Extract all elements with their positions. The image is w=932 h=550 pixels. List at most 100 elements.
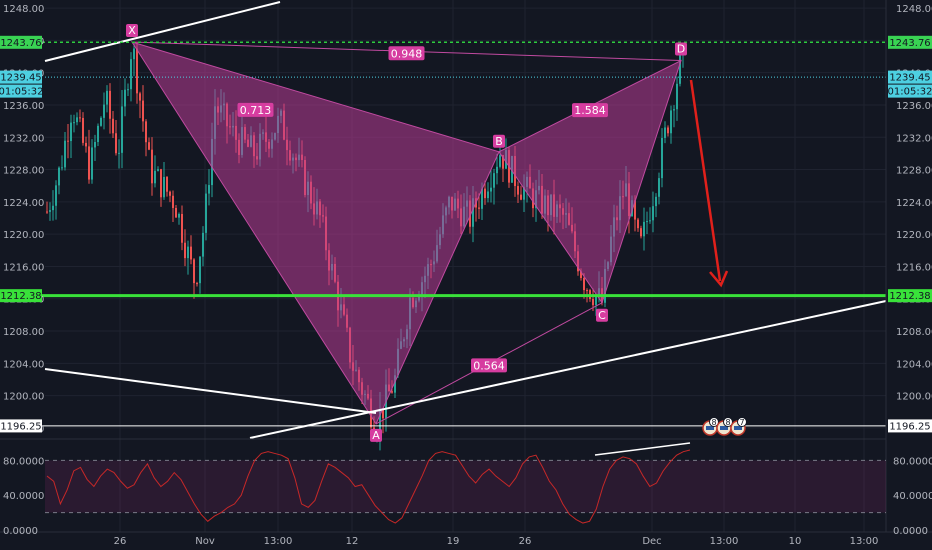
candle-body (592, 298, 594, 306)
event-flag-stripe (720, 426, 728, 430)
price-tick-left: 1204.00 (3, 359, 44, 370)
oscillator-tick-right: 0.0000 (893, 526, 928, 537)
candle-body (139, 93, 141, 101)
trendline-lower-left (44, 368, 377, 414)
candle-body (652, 206, 654, 221)
price-tick-right: 1208.00 (896, 327, 932, 338)
price-tick-right: 1216.00 (896, 262, 932, 273)
time-tick: 26 (114, 536, 127, 547)
ratio-bd: 1.584 (574, 104, 606, 117)
candle-body (58, 167, 60, 186)
support-tag-left: 1212.38 (0, 289, 42, 303)
time-tick: 13:00 (710, 536, 739, 547)
support-tag-right: 1212.38 (888, 289, 932, 303)
candle-body (82, 117, 84, 143)
ratio-xd: 0.948 (391, 47, 423, 60)
event-count: 8 (711, 418, 716, 427)
pattern-point-a: A (372, 429, 380, 442)
candle-body (382, 409, 384, 419)
candle-body (484, 188, 486, 199)
oscillator-tick-left: 80.0000 (3, 456, 44, 467)
resistance-tag-left-text: 1243.76 (0, 38, 41, 49)
candle-body (661, 137, 663, 179)
candle-body (481, 188, 483, 209)
candle-body (187, 246, 189, 259)
candle-body (94, 142, 96, 148)
candle-body (208, 185, 210, 194)
projection-arrow (689, 79, 729, 288)
price-tick-right: 1248.00 (896, 4, 932, 15)
price-tick-left: 1224.00 (3, 198, 44, 209)
candle-body (193, 259, 195, 284)
candle-body (643, 221, 645, 237)
oscillator-panel (45, 442, 886, 524)
trendline-rising (249, 300, 887, 439)
candle-body (160, 169, 162, 198)
candle-body (655, 196, 657, 207)
oscillator-trendline (594, 442, 691, 456)
oscillator-tick-right: 80.0000 (893, 456, 932, 467)
candle-body (472, 198, 474, 227)
resistance-tag-right-text: 1243.76 (889, 38, 930, 49)
current-tag-left-text: 1239.45 (0, 73, 41, 84)
time-tick: 10 (789, 536, 802, 547)
candle-body (109, 90, 111, 119)
candle-body (100, 117, 102, 126)
time-tick: Dec (642, 536, 661, 547)
countdown-tag-right-text: 01:05:32 (888, 87, 932, 98)
price-tick-left: 1248.00 (3, 4, 44, 15)
event-count-badge (737, 417, 747, 427)
candle-body (136, 48, 138, 94)
time-axis: 26 Nov 13:00 12 19 26 Dec 13:00 10 13:00 (114, 536, 879, 547)
candle-body (64, 140, 66, 168)
candle-body (202, 232, 204, 257)
countdown-tag-left-text: 01:05:32 (0, 87, 43, 98)
pattern-point-c: C (598, 309, 606, 322)
price-tick-right: 1204.00 (896, 359, 932, 370)
candle-body (205, 193, 207, 233)
candle-body (121, 106, 123, 153)
pattern-point-c-box (596, 308, 608, 322)
candle-body (487, 191, 489, 199)
current-tag-left: 1239.45 01:05:32 (0, 70, 43, 98)
price-tick-right: 1220.00 (896, 230, 932, 241)
price-tick-right: 1228.00 (896, 166, 932, 177)
ratio-xb: 0.713 (240, 104, 272, 117)
candle-body (124, 89, 126, 107)
candle-body (52, 205, 54, 211)
pattern-point-d: D (677, 43, 685, 56)
candle-body (391, 391, 393, 393)
price-tick-right: 1200.00 (896, 392, 932, 403)
support-tag-right-text: 1212.38 (889, 291, 930, 302)
low-tag-left: 1196.25 (0, 419, 42, 433)
candle-body (166, 176, 168, 192)
candle-body (151, 149, 153, 184)
time-tick: 12 (346, 536, 359, 547)
candle-body (70, 122, 72, 142)
candle-body (115, 133, 117, 154)
resistance-tag-right: 1243.76 (888, 35, 932, 49)
candle-body (73, 122, 75, 124)
candle-body (172, 195, 174, 208)
candle-body (148, 142, 150, 150)
candle-body (190, 246, 192, 260)
candle-body (634, 200, 636, 220)
price-tick-left: 1236.00 (3, 101, 44, 112)
candle-body (199, 256, 201, 284)
candle-body (169, 191, 171, 196)
oscillator-line (46, 449, 691, 524)
candle-body (76, 117, 78, 123)
candle-body (580, 271, 582, 278)
candle-body (127, 89, 129, 91)
oscillator-axis: 80.0000 80.0000 40.0000 40.0000 0.0000 0.0000 (3, 456, 932, 537)
price-tick-left: 1216.00 (3, 262, 44, 273)
candle-body (583, 277, 585, 291)
ratio-xb-box (237, 102, 274, 117)
price-tick-right: 1236.00 (896, 101, 932, 112)
candle-body (67, 140, 69, 142)
event-count-badge (709, 417, 719, 427)
pattern-point-a-box (370, 428, 382, 442)
candle-body (676, 83, 678, 110)
